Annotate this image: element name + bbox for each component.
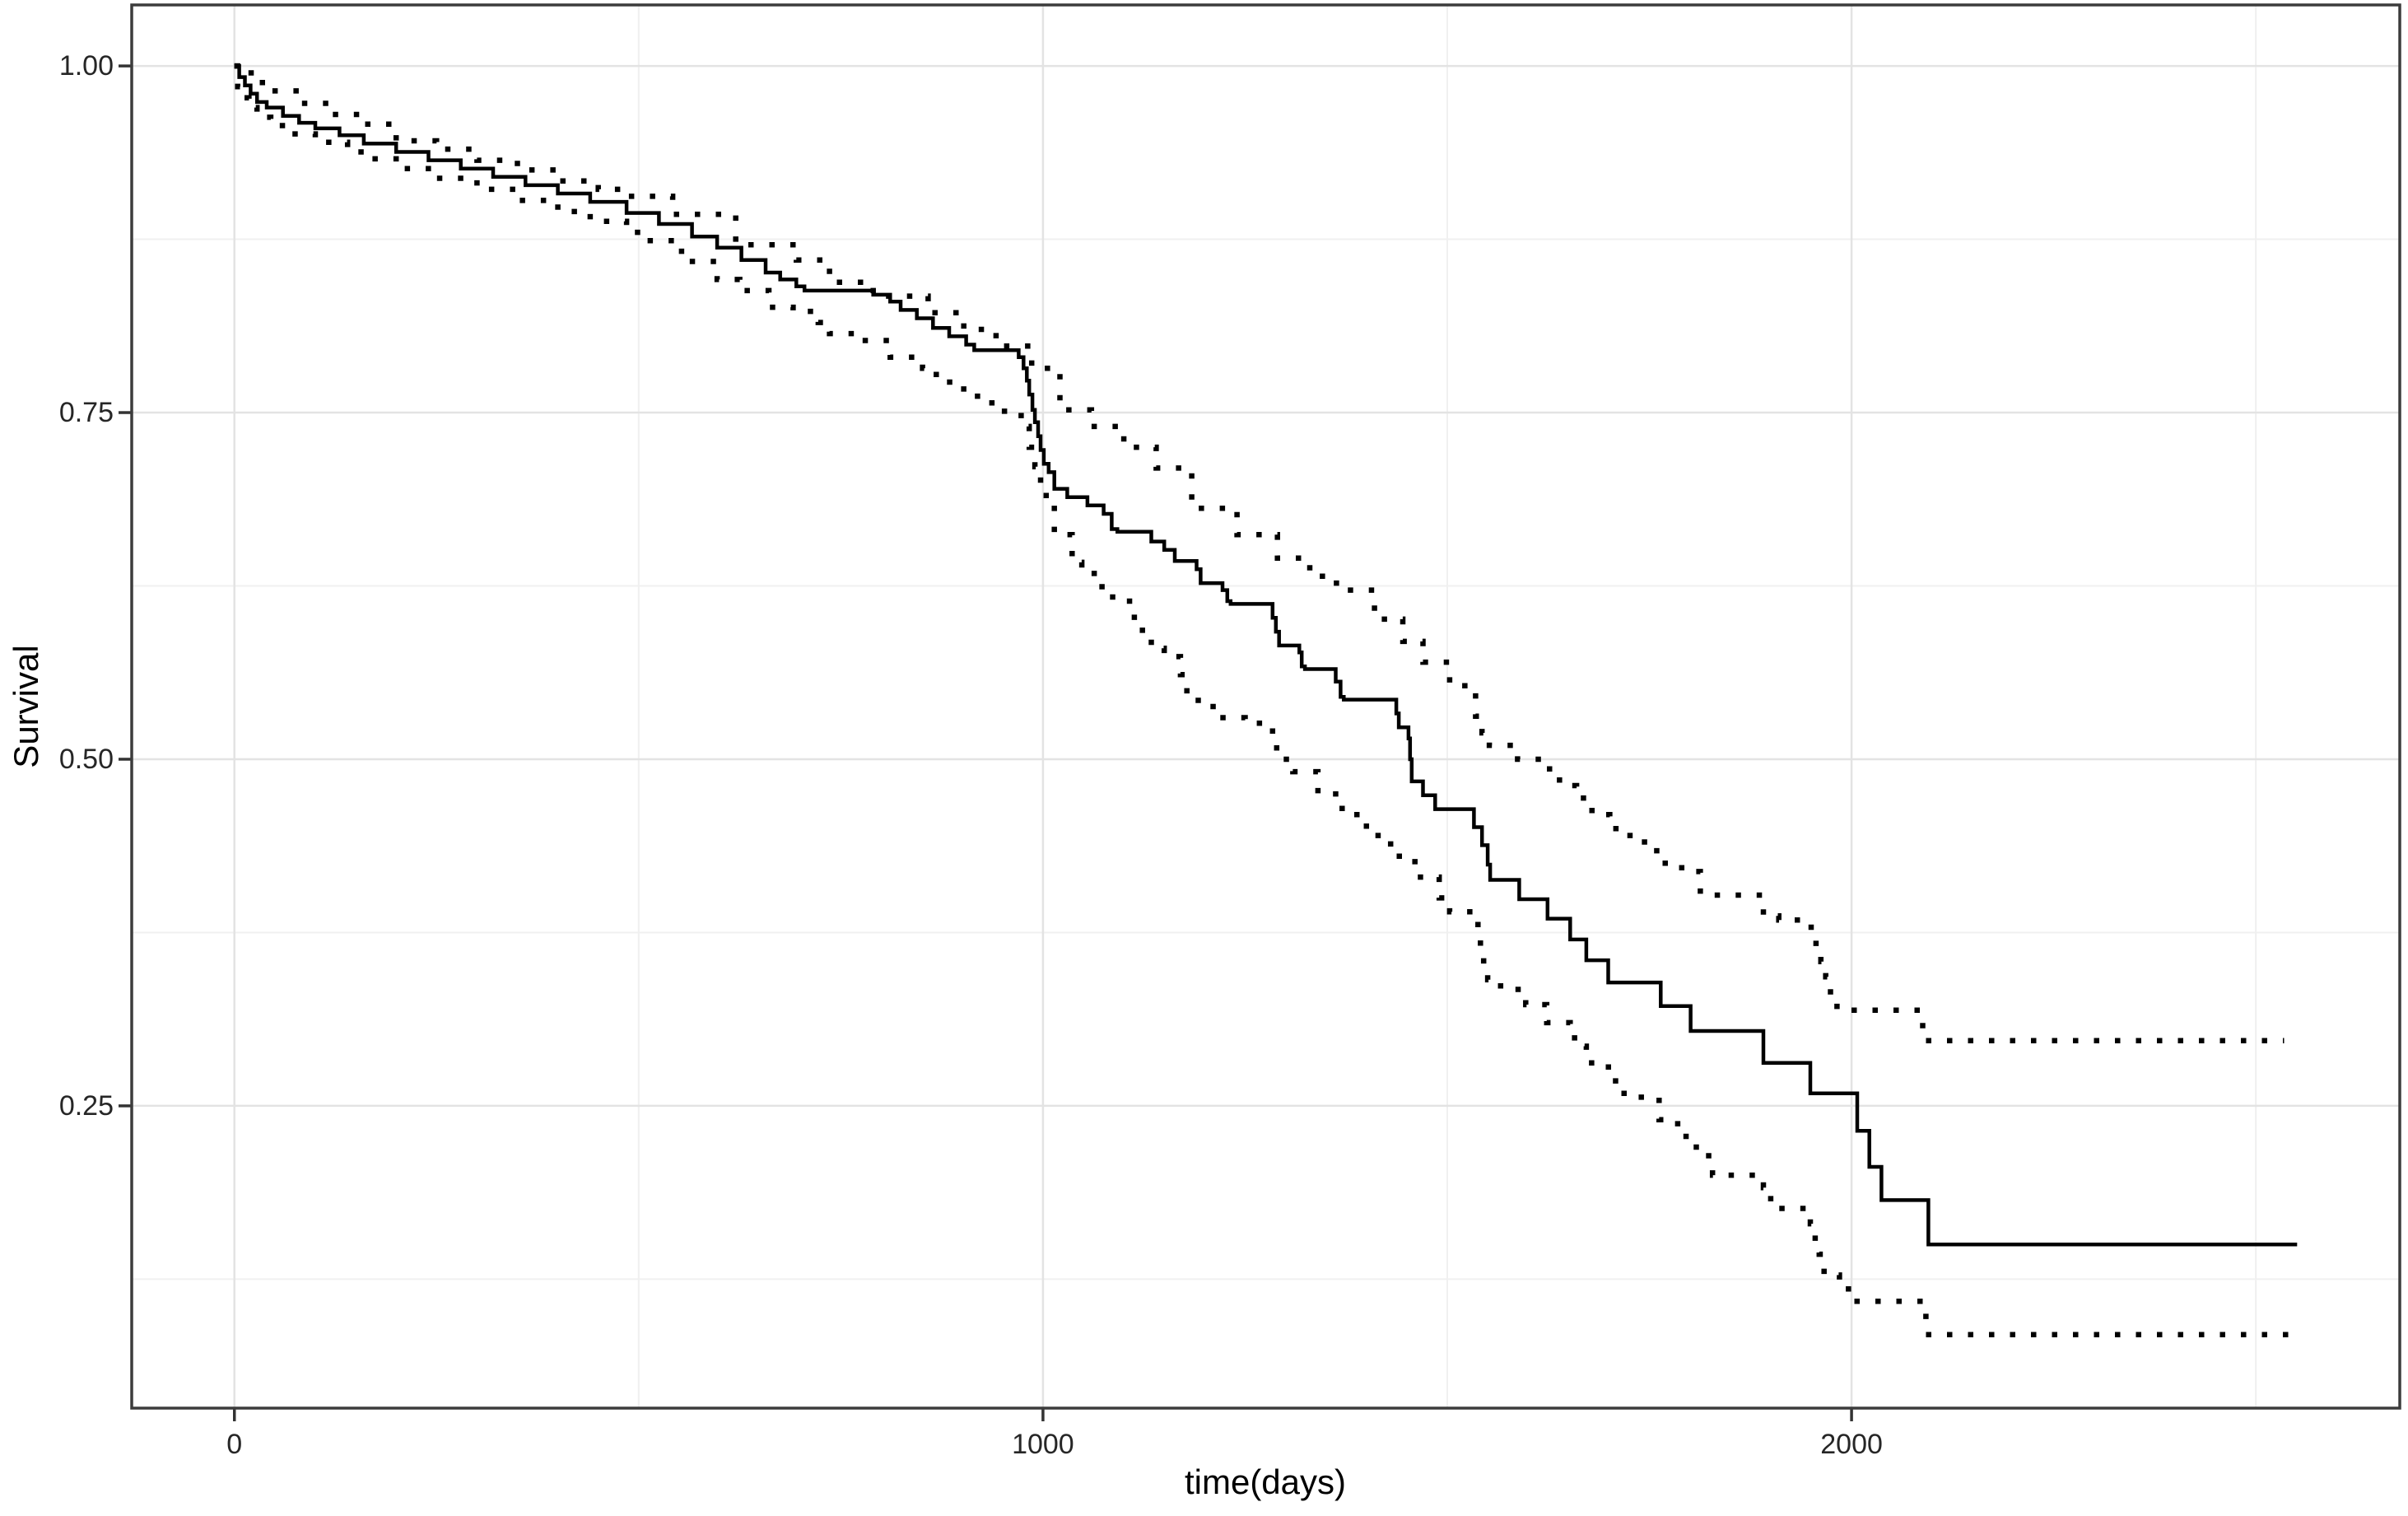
x-axis-title: time(days) [1184,1462,1347,1501]
upper-confidence-bound-line [234,63,2285,1044]
y-axis-title: Survival [7,645,45,768]
y-tick-label: 0.50 [58,743,114,775]
y-tick-label: 0.75 [58,397,114,429]
x-tick-label: 0 [226,1429,243,1460]
y-tick-label: 0.25 [58,1089,114,1122]
survival-estimate-line [234,63,2298,1247]
y-tick-label: 1.00 [58,50,114,82]
x-tick-label: 2000 [1820,1429,1883,1460]
lower-confidence-bound-line [234,63,2293,1338]
x-tick-label: 1000 [1012,1429,1074,1460]
